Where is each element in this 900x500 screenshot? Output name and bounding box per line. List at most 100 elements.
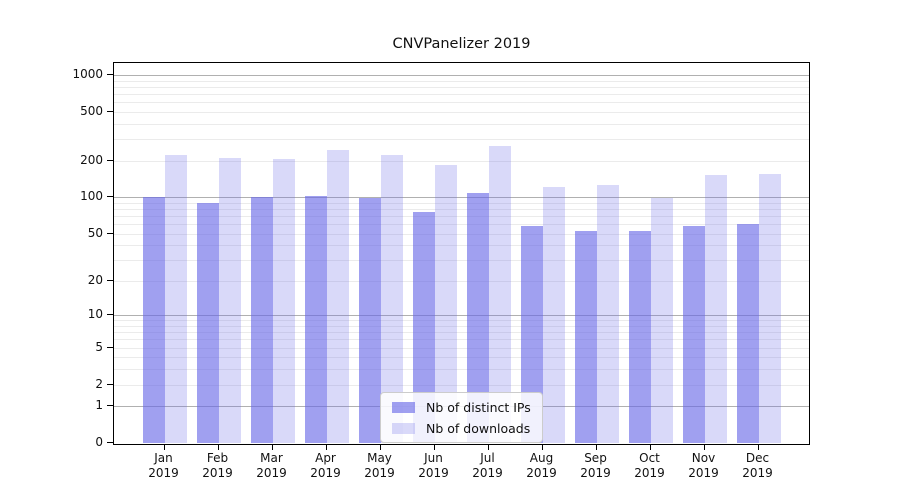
bar-distinct-ips <box>520 225 543 443</box>
y-tick <box>107 159 113 161</box>
gridline-major <box>114 197 809 199</box>
legend-swatch-distinct-ips-icon <box>392 401 415 413</box>
x-tick-label-line: Apr <box>315 451 336 465</box>
bar-distinct-ips <box>628 230 651 443</box>
y-tick <box>107 405 113 407</box>
gridline-minor <box>114 245 809 247</box>
gridline-minor <box>114 139 809 141</box>
y-tick <box>107 346 113 348</box>
bar-downloads <box>758 174 781 443</box>
x-tick-label-line: Oct <box>639 451 660 465</box>
gridline-minor <box>114 369 809 371</box>
gridline-minor <box>114 102 809 104</box>
x-tick-label: Sep 2019 <box>564 451 628 481</box>
bar-distinct-ips <box>304 195 327 443</box>
y-tick-label: 1 <box>95 398 103 413</box>
x-tick-label: Mar 2019 <box>240 451 304 481</box>
chart-title: CNVPanelizer 2019 <box>392 36 531 52</box>
y-tick-label: 200 <box>80 152 103 167</box>
gridline-minor <box>114 202 809 204</box>
x-tick-label-line: 2019 <box>688 466 719 480</box>
bar-downloads <box>218 157 241 443</box>
plot-area: Nb of distinct IPs Nb of downloads <box>113 62 810 445</box>
bar-downloads <box>434 164 457 443</box>
y-tick <box>107 279 113 281</box>
x-tick <box>757 444 759 450</box>
x-tick <box>217 444 219 450</box>
x-tick <box>649 444 651 450</box>
bar-distinct-ips <box>736 224 759 443</box>
x-tick-label-line: Mar <box>260 451 283 465</box>
bar-distinct-ips <box>250 197 273 443</box>
y-tick <box>107 383 113 385</box>
x-tick <box>271 444 273 450</box>
gridline-minor <box>114 209 809 211</box>
x-tick-label-line: Nov <box>691 451 716 465</box>
bar-distinct-ips <box>574 230 597 443</box>
x-tick-label-line: Jul <box>480 451 495 465</box>
x-tick <box>325 444 327 450</box>
x-tick-label: May 2019 <box>348 451 412 481</box>
y-tick <box>107 74 113 76</box>
x-tick-label-line: 2019 <box>580 466 611 480</box>
x-tick <box>595 444 597 450</box>
bar-downloads <box>650 197 673 443</box>
gridline-major <box>114 75 809 77</box>
legend: Nb of distinct IPs Nb of downloads <box>380 392 543 443</box>
gridline-minor <box>114 332 809 334</box>
y-tick-label: 500 <box>80 104 103 119</box>
x-tick <box>433 444 435 450</box>
bar-downloads <box>596 185 619 443</box>
x-tick-label-line: Aug <box>529 451 554 465</box>
legend-swatch-downloads-icon <box>392 422 415 434</box>
x-tick-label-line: Jan <box>154 451 173 465</box>
gridline-minor <box>114 123 809 125</box>
x-tick-label-line: 2019 <box>364 466 395 480</box>
legend-entry-distinct-ips: Nb of distinct IPs <box>392 399 531 415</box>
gridline-minor <box>114 326 809 328</box>
x-tick-label: Jul 2019 <box>456 451 520 481</box>
gridline-minor <box>114 112 809 114</box>
x-tick <box>163 444 165 450</box>
y-tick <box>107 111 113 113</box>
bar-downloads <box>164 154 187 443</box>
gridline-minor <box>114 80 809 82</box>
bar-distinct-ips <box>196 202 219 443</box>
y-tick-label: 50 <box>87 225 103 240</box>
x-tick-label: Apr 2019 <box>294 451 358 481</box>
gridline-minor <box>114 224 809 226</box>
x-tick-label-line: 2019 <box>634 466 665 480</box>
y-tick-label: 100 <box>80 189 103 204</box>
x-tick <box>541 444 543 450</box>
bar-distinct-ips <box>142 197 165 443</box>
x-tick-label-line: Sep <box>584 451 607 465</box>
bar-distinct-ips <box>412 211 435 443</box>
gridline-minor <box>114 320 809 322</box>
y-tick <box>107 232 113 234</box>
y-tick-label: 10 <box>87 307 103 322</box>
gridline-minor <box>114 260 809 262</box>
y-tick-label: 20 <box>87 272 103 287</box>
y-tick <box>107 314 113 316</box>
x-tick-label-line: 2019 <box>148 466 179 480</box>
gridline-major <box>114 315 809 317</box>
y-tick <box>107 442 113 443</box>
x-tick-label-line: Dec <box>745 451 770 465</box>
x-tick-label: Nov 2019 <box>672 451 736 481</box>
bar-distinct-ips <box>466 192 489 443</box>
gridline-minor <box>114 87 809 89</box>
x-tick-label: Jan 2019 <box>132 451 196 481</box>
bar-distinct-ips <box>358 198 381 443</box>
legend-entry-downloads: Nb of downloads <box>392 420 531 436</box>
x-tick-label: Aug 2019 <box>510 451 574 481</box>
gridline-minor <box>114 216 809 218</box>
y-tick <box>107 196 113 198</box>
y-tick-label: 2 <box>95 376 103 391</box>
gridline-minor <box>114 347 809 349</box>
bar-downloads <box>326 150 349 443</box>
x-tick-label-line: 2019 <box>256 466 287 480</box>
bar-downloads <box>704 175 727 443</box>
y-tick-label: 5 <box>95 339 103 354</box>
gridline-minor <box>114 280 809 282</box>
